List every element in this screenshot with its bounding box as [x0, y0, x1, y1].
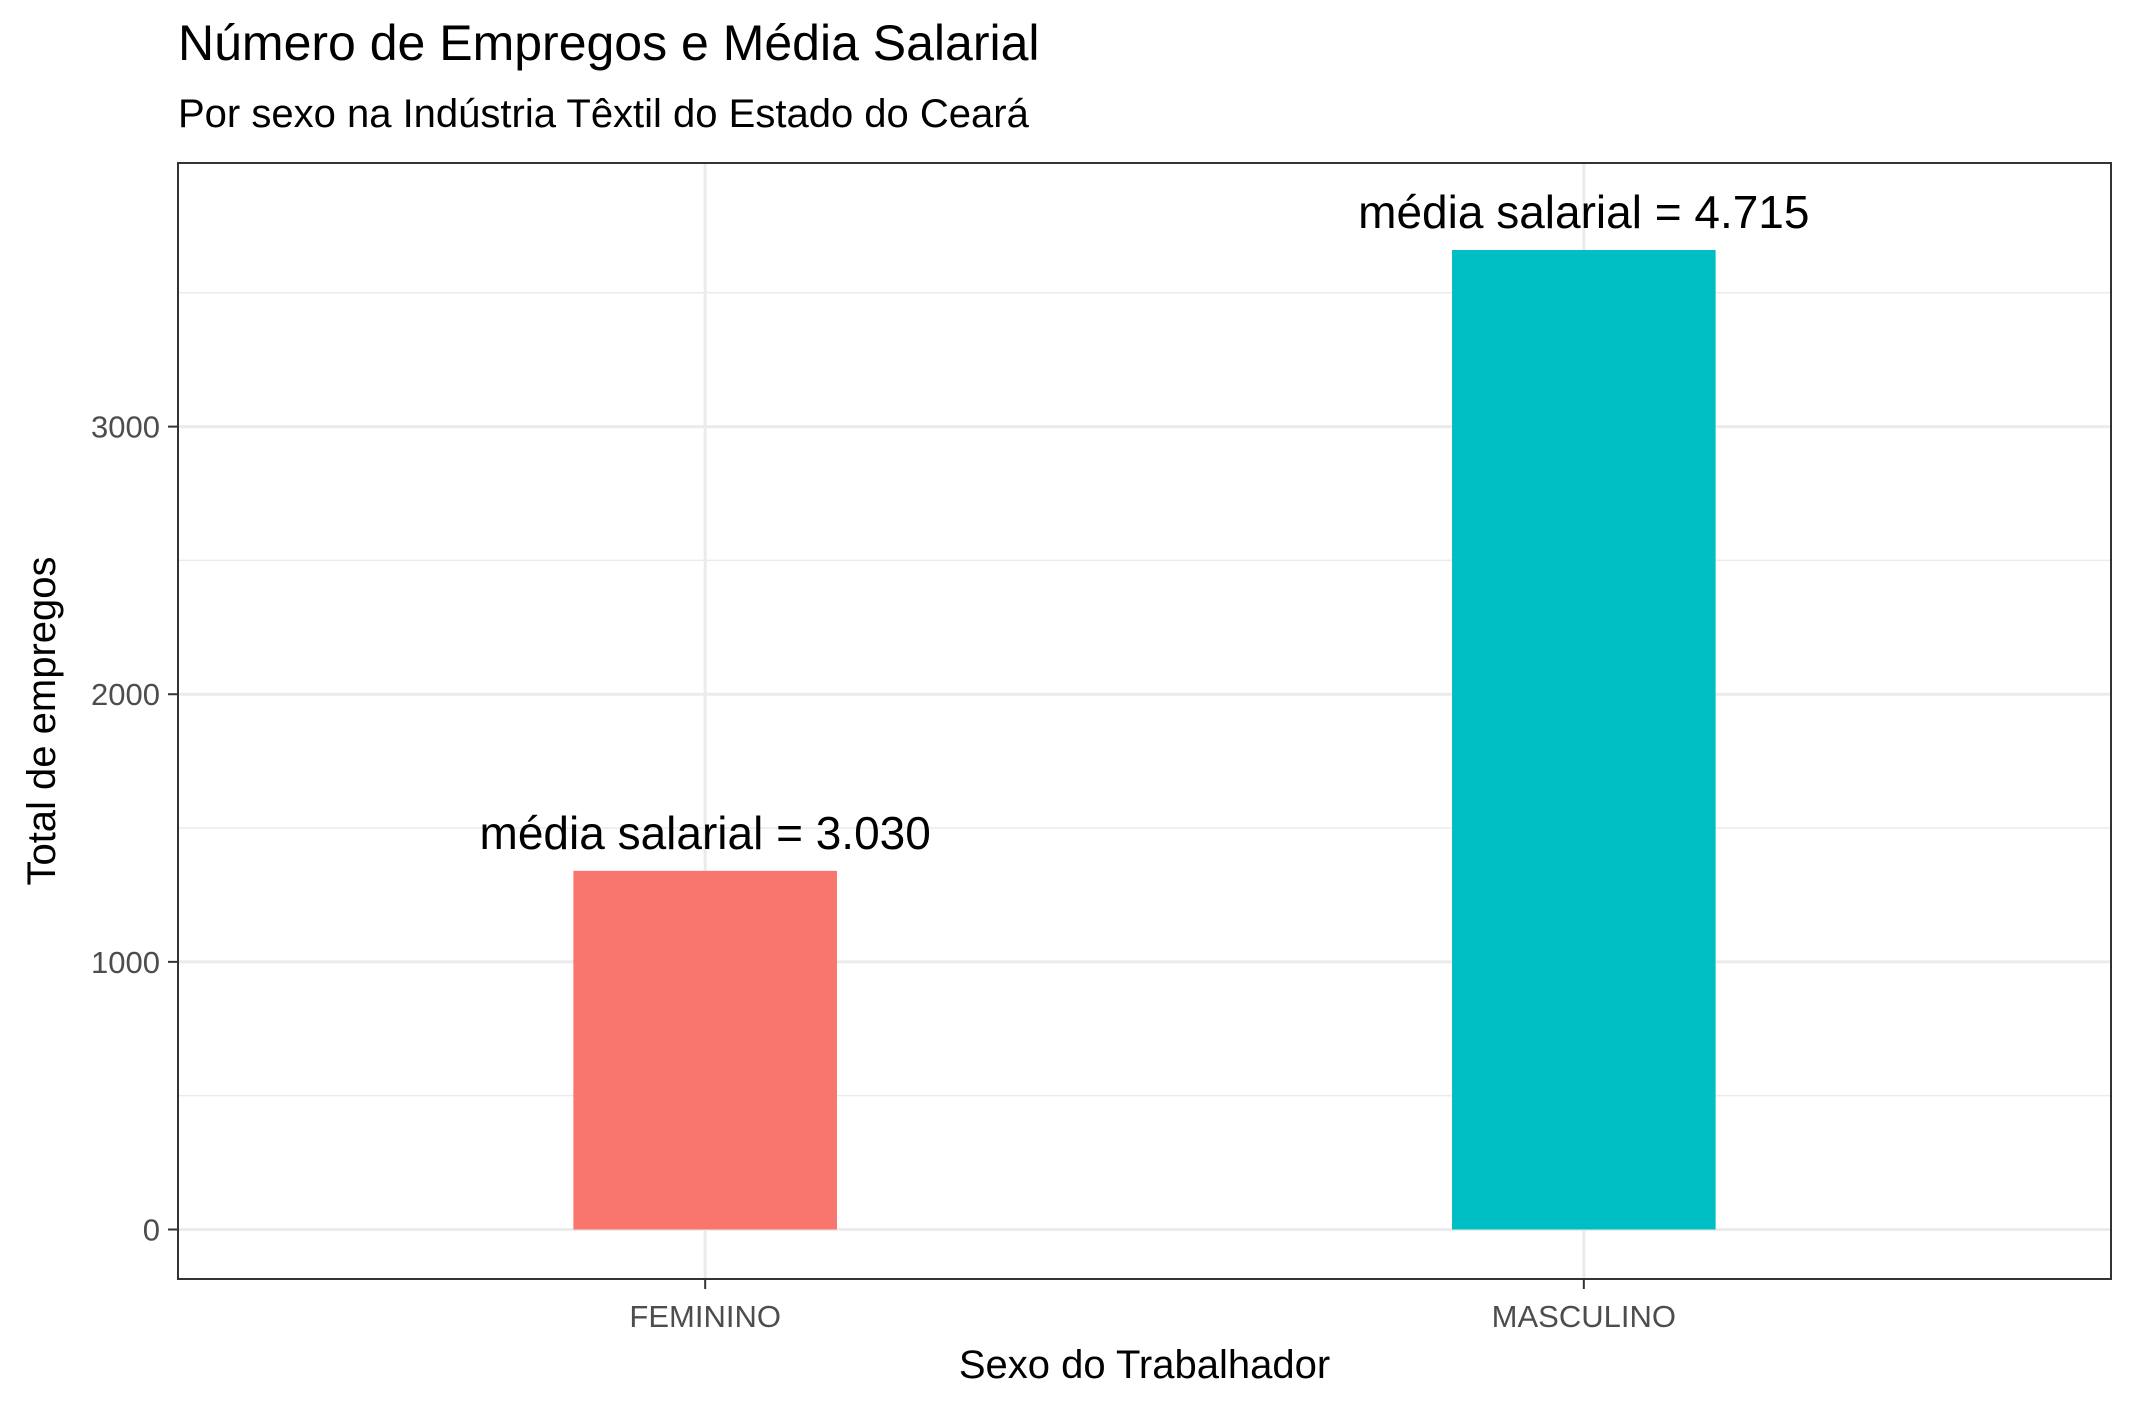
chart-title: Número de Empregos e Média Salarial	[178, 15, 1040, 71]
bar-feminino	[573, 870, 837, 1230]
y-axis-title: Total de empregos	[20, 556, 64, 885]
y-tick-label: 3000	[91, 410, 160, 445]
panel-border	[177, 162, 2112, 1280]
bar-labels: média salarial = 3.030 média salarial = 4…	[480, 186, 1810, 859]
y-tick-label: 1000	[91, 945, 160, 980]
x-tick-label: MASCULINO	[1492, 1299, 1676, 1334]
x-axis-title: Sexo do Trabalhador	[959, 1343, 1330, 1387]
bar-label-feminino: média salarial = 3.030	[480, 807, 931, 859]
bar-masculino	[1452, 249, 1716, 1230]
chart-subtitle: Por sexo na Indústria Têxtil do Estado d…	[178, 92, 1030, 136]
y-tick-label: 2000	[91, 677, 160, 712]
bars	[573, 249, 1716, 1230]
y-tick-label: 0	[143, 1212, 160, 1247]
bar-label-masculino: média salarial = 4.715	[1358, 186, 1809, 238]
y-axis: 0 1000 2000 3000	[91, 410, 178, 1247]
grid-lines	[178, 163, 2111, 1279]
x-axis: FEMININO MASCULINO	[629, 1279, 1676, 1334]
x-tick-label: FEMININO	[629, 1299, 781, 1334]
